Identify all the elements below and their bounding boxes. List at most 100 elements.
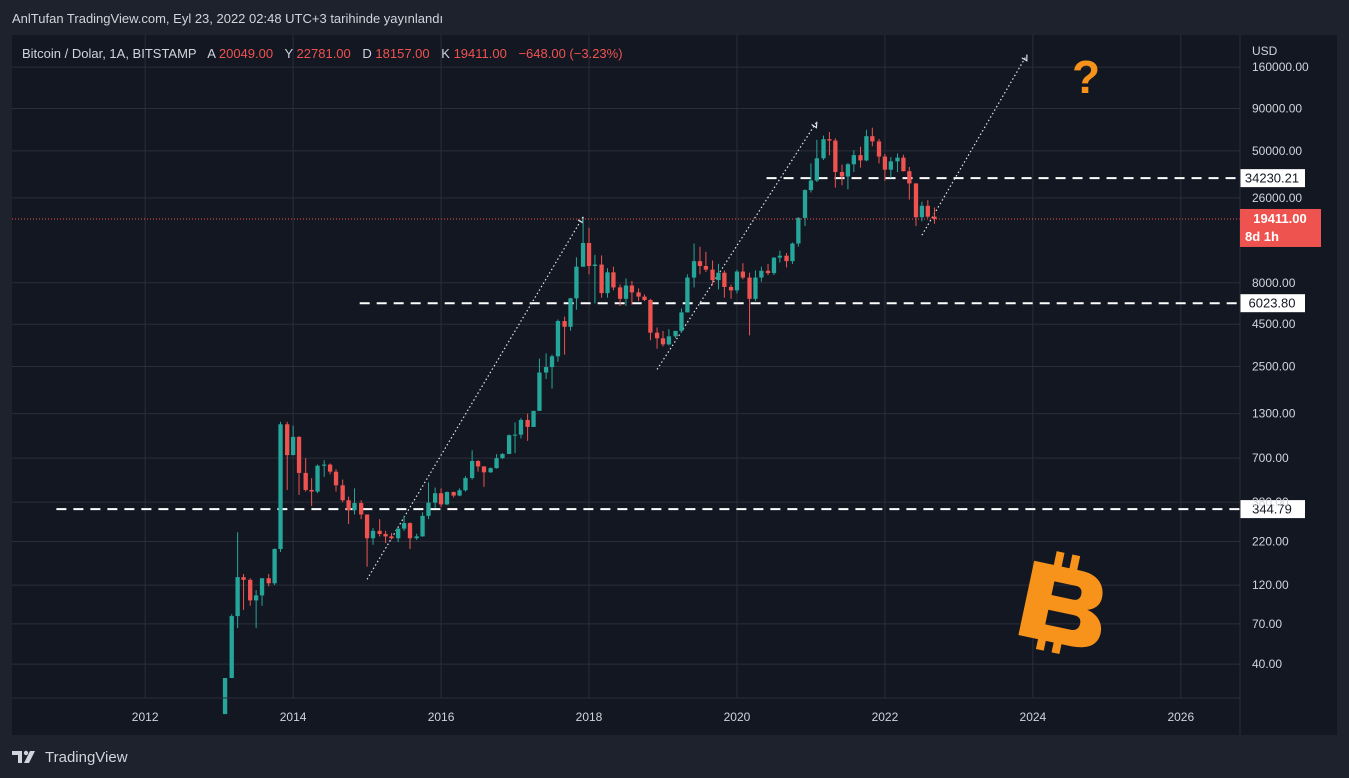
candle-body bbox=[346, 500, 351, 511]
candle-body bbox=[599, 264, 604, 294]
time-tick-label: 2012 bbox=[132, 710, 159, 724]
candle-body bbox=[309, 489, 314, 492]
candle-body bbox=[697, 261, 703, 266]
price-tick-label: 70.00 bbox=[1252, 617, 1282, 631]
candle-body bbox=[322, 464, 327, 466]
candle-body bbox=[451, 492, 456, 496]
candle-body bbox=[586, 243, 592, 266]
candle-body bbox=[518, 419, 524, 435]
price-tick-label: 90000.00 bbox=[1252, 102, 1302, 116]
candle-body bbox=[605, 272, 610, 294]
dotted-path-line bbox=[366, 216, 584, 580]
price-tick-label: 380.00 bbox=[1252, 495, 1289, 509]
close-prefix: K bbox=[441, 46, 450, 61]
high-prefix: Y bbox=[284, 46, 293, 61]
candle-body bbox=[827, 139, 832, 141]
candle-body bbox=[248, 579, 253, 601]
candle-body bbox=[728, 286, 734, 291]
candle-body bbox=[512, 434, 518, 436]
dotted-path-line bbox=[921, 54, 1028, 236]
time-tick-label: 2018 bbox=[576, 710, 603, 724]
last-price-badge: 19411.00 8d 1h bbox=[1240, 208, 1321, 247]
candle-body bbox=[796, 217, 801, 244]
candle-body bbox=[525, 419, 530, 427]
change-value: −648.00 (−3.23%) bbox=[518, 46, 622, 61]
last-price-value: 19411.00 bbox=[1253, 211, 1307, 226]
candle-body bbox=[691, 261, 697, 278]
candle-body bbox=[420, 515, 425, 537]
chart-grid bbox=[12, 35, 1240, 698]
candle-body bbox=[414, 536, 419, 539]
candle-body bbox=[802, 190, 808, 218]
price-tick-label: 160000.00 bbox=[1252, 60, 1309, 74]
candle-countdown: 8d 1h bbox=[1245, 229, 1279, 244]
candle-body bbox=[457, 490, 462, 496]
path-arrowhead bbox=[811, 121, 818, 129]
candle-body bbox=[932, 216, 937, 219]
chart-panel[interactable]: 34230.21 6023.80 344.79 40.00 70.00 120.00 22… bbox=[12, 35, 1337, 735]
candle-body bbox=[290, 436, 296, 456]
candle-body bbox=[359, 503, 364, 515]
candle-body bbox=[888, 161, 893, 170]
candle-body bbox=[765, 270, 771, 274]
price-axis[interactable]: 40.00 70.00 120.00 220.00 380.00 700.00 1300.0… bbox=[1239, 35, 1309, 735]
candle-body bbox=[383, 533, 388, 537]
candle-body bbox=[814, 158, 820, 181]
high-value: 22781.00 bbox=[297, 46, 351, 61]
level-label-box bbox=[1240, 294, 1305, 313]
candle-body bbox=[845, 164, 851, 177]
price-tick-label: 1300.00 bbox=[1252, 407, 1296, 421]
candle-body bbox=[364, 514, 370, 539]
candle-body bbox=[241, 577, 246, 580]
candle-body bbox=[266, 578, 271, 584]
candle-body bbox=[771, 257, 777, 274]
price-tick-label: 4500.00 bbox=[1252, 317, 1296, 331]
candle-body bbox=[494, 458, 499, 469]
price-tick-label: 8000.00 bbox=[1252, 276, 1296, 290]
candle-body bbox=[679, 312, 684, 331]
candle-body bbox=[790, 243, 795, 262]
time-tick-label: 2016 bbox=[428, 710, 455, 724]
candle-body bbox=[629, 285, 635, 293]
candle-body bbox=[574, 266, 579, 299]
candle-body bbox=[543, 367, 549, 373]
candle-body bbox=[740, 271, 746, 278]
candle-body bbox=[919, 205, 925, 218]
path-arrowhead bbox=[1021, 54, 1028, 62]
candle-body bbox=[432, 493, 438, 503]
candle-body bbox=[611, 272, 616, 288]
candle-body bbox=[278, 424, 283, 550]
candle-body bbox=[555, 321, 561, 357]
candle-body bbox=[703, 265, 709, 270]
footer-brand: TradingView bbox=[45, 748, 128, 766]
candle-body bbox=[851, 155, 857, 165]
price-chart[interactable]: 34230.21 6023.80 344.79 40.00 70.00 120.00 22… bbox=[12, 35, 1337, 735]
candle-body bbox=[870, 136, 875, 142]
candle-body bbox=[833, 140, 838, 172]
close-value: 19411.00 bbox=[454, 46, 507, 61]
level-label-box bbox=[1240, 500, 1305, 519]
candle-body bbox=[488, 468, 493, 473]
question-mark: ? bbox=[1072, 51, 1100, 103]
candle-body bbox=[303, 472, 308, 490]
candle-body bbox=[722, 272, 727, 287]
candle-body bbox=[617, 287, 623, 299]
candle-body bbox=[882, 156, 888, 170]
price-tick-label: 26000.00 bbox=[1252, 191, 1302, 205]
candle-body bbox=[562, 321, 567, 327]
candle-body bbox=[469, 460, 475, 479]
candle-body bbox=[259, 578, 265, 596]
time-axis[interactable]: 2012 2014 2016 2018 2020 2022 2024 2026 bbox=[12, 697, 1240, 724]
candle-body bbox=[654, 332, 660, 339]
candle-body bbox=[666, 336, 672, 345]
candle-body bbox=[784, 255, 789, 262]
horizontal-levels: 34230.21 6023.80 344.79 bbox=[56, 169, 1305, 519]
price-tick-label: 50000.00 bbox=[1252, 144, 1302, 158]
footer: TradingView bbox=[12, 746, 128, 768]
candlestick-series bbox=[222, 127, 937, 715]
candle-body bbox=[475, 460, 481, 467]
candle-body bbox=[444, 492, 450, 505]
candle-body bbox=[229, 616, 234, 679]
level-label: 34230.21 bbox=[1245, 171, 1299, 186]
